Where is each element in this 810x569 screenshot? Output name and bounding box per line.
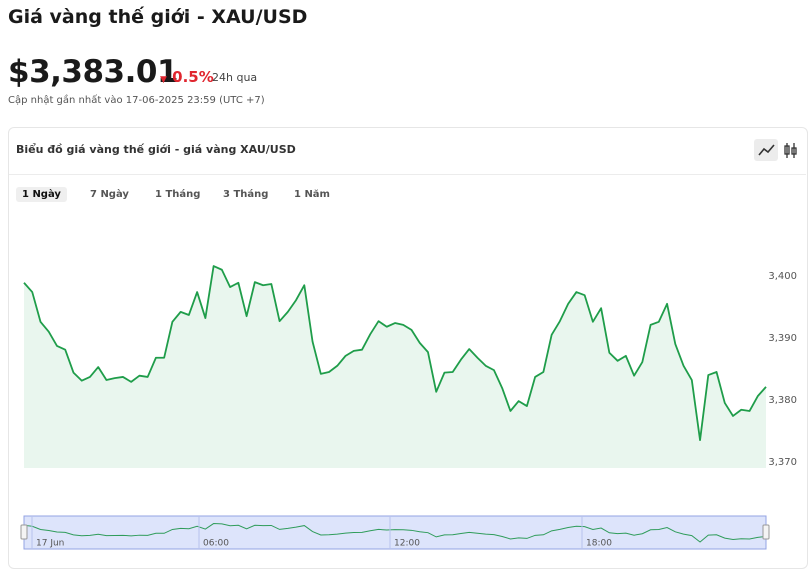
navigator-label: 18:00 [586, 539, 612, 549]
y-tick-label: 3,380 [768, 395, 797, 406]
page-title: Giá vàng thế giới - XAU/USD [8, 6, 308, 28]
navigator [23, 515, 767, 550]
tab[interactable]: 1 Tháng [155, 189, 201, 200]
tab[interactable]: 3 Tháng [223, 189, 269, 200]
price-line [23, 265, 767, 442]
tab[interactable]: 7 Ngày [90, 189, 129, 200]
navigator-label: 06:00 [203, 539, 229, 549]
tab[interactable]: 1 Ngày [16, 187, 67, 202]
y-tick-label: 3,400 [768, 271, 797, 282]
y-tick-label: 3,370 [768, 457, 797, 468]
y-tick-label: 3,390 [768, 333, 797, 344]
page: {"header": {"title": "Giá vàng thế giới … [8, 6, 808, 569]
line-icon [758, 144, 775, 156]
navigator-label: 17 Jun [36, 539, 64, 549]
area-fill [24, 266, 766, 468]
change-value: 0.5% [172, 68, 214, 86]
period: 24h qua [212, 71, 258, 84]
divider [9, 174, 806, 175]
navigator-handle [762, 524, 770, 540]
navigator-handle [20, 524, 28, 540]
chart: 3,370 3,380 3,390 3,400 17 Jun 06:00 12:00 18:0… [20, 139, 797, 550]
navigator-label: 12:00 [394, 539, 420, 549]
updated: Cập nhật gần nhất vào 17-06-2025 23:59 (… [8, 95, 265, 106]
tab[interactable]: 1 Năm [294, 189, 330, 200]
card-title: Biểu đồ giá vàng thế giới - giá vàng XAU… [16, 143, 296, 156]
price: $3,383.01 [8, 54, 179, 90]
candle-mode-button[interactable] [784, 143, 797, 158]
change: ▼ 0.5% [160, 68, 214, 86]
navigator-line [23, 523, 767, 543]
